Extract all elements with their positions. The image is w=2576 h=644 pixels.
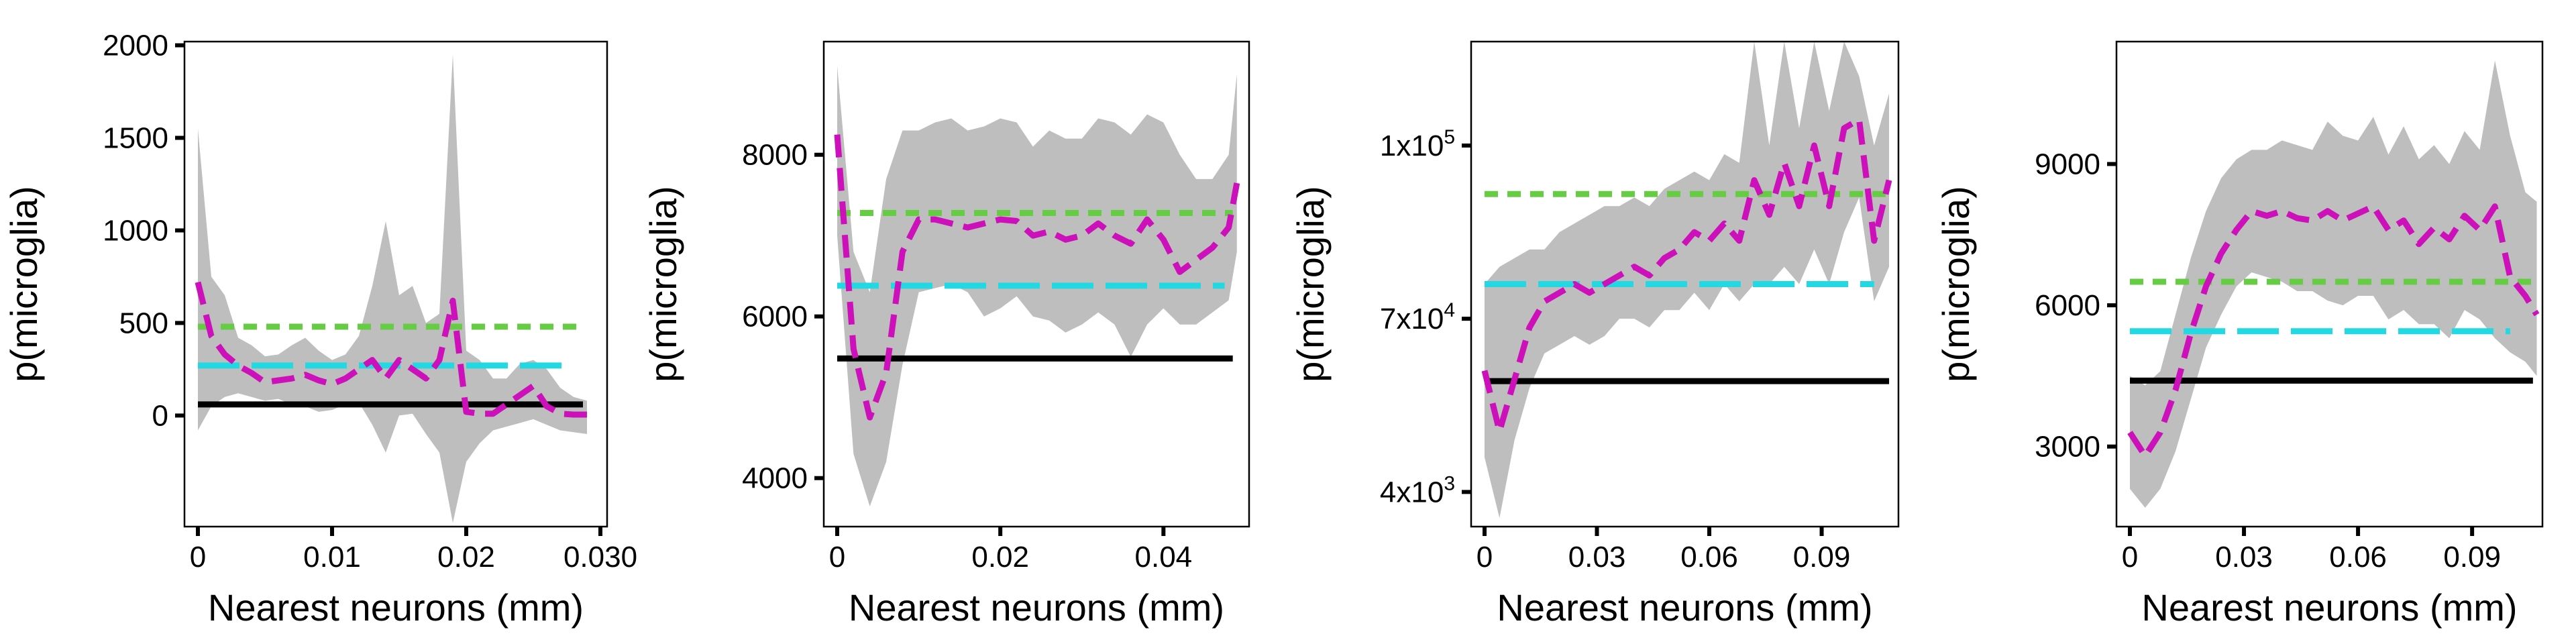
y-tick-label: 500 <box>119 307 168 339</box>
estimate-line <box>834 134 1240 421</box>
x-tick-label: 0 <box>1477 541 1493 574</box>
y-tick-label: 1500 <box>103 121 168 154</box>
x-tick-label: 0.06 <box>1680 541 1738 574</box>
x-tick-label: 0.09 <box>1793 541 1851 574</box>
estimate-line <box>195 281 587 418</box>
chart-panel-1: 0 500 1000 1500 2000 0 0.01 0.02 0.030 Nearest ne… <box>3 30 637 629</box>
y-tick-label: 4x103 <box>1380 472 1455 508</box>
x-tick-label: 0.03 <box>2215 541 2273 574</box>
plot-frame <box>1470 40 1900 528</box>
chart-panel-3: 4x103 7x104 1x105 0 0.03 0.06 0.09 Nearest neur… <box>1289 40 1900 629</box>
x-tick-label: 0.09 <box>2443 541 2501 574</box>
y-tick-label: 1x105 <box>1380 126 1455 162</box>
confidence-band <box>198 54 587 523</box>
y-tick-label: 3000 <box>2035 431 2100 464</box>
chart-panel-4: 3000 6000 9000 0 0.03 0.06 0.09 Nearest neurons… <box>1935 40 2544 629</box>
y-tick-label: 8000 <box>742 139 808 172</box>
x-axis-title: Nearest neurons (mm) <box>849 586 1224 629</box>
y-axis-title: p(microglia) <box>3 186 45 382</box>
y-tick-label: 2000 <box>103 30 168 62</box>
x-tick-label: 0.01 <box>303 541 361 574</box>
y-axis-title: p(microglia) <box>1935 186 1977 382</box>
confidence-band <box>1485 42 1889 519</box>
x-tick-label: 0.06 <box>2329 541 2387 574</box>
x-tick-label: 0 <box>190 541 206 574</box>
y-tick-label: 4000 <box>742 462 808 495</box>
y-tick-label: 1000 <box>103 214 168 247</box>
plot-frame <box>822 40 1250 528</box>
chart-panel-2: 4000 6000 8000 0 0.02 0.04 Nearest neurons (mm… <box>642 40 1250 629</box>
x-tick-label: 0 <box>829 541 845 574</box>
y-axis-title: p(microglia) <box>1289 186 1332 382</box>
y-tick-label: 0 <box>152 399 168 432</box>
x-tick-label: 0.03 <box>1568 541 1626 574</box>
confidence-band <box>2130 60 2537 508</box>
x-axis-title: Nearest neurons (mm) <box>1497 586 1872 629</box>
x-tick-label: 0.04 <box>1135 541 1193 574</box>
x-tick-label: 0.030 <box>564 541 637 574</box>
y-tick-label: 7x104 <box>1380 299 1455 335</box>
plot-frame <box>183 40 608 528</box>
estimate-line <box>2127 203 2540 460</box>
y-tick-label: 6000 <box>742 301 808 333</box>
x-tick-label: 0.02 <box>971 541 1029 574</box>
y-tick-label: 9000 <box>2035 148 2100 181</box>
x-tick-label: 0 <box>2122 541 2138 574</box>
x-axis-title: Nearest neurons (mm) <box>2141 586 2517 629</box>
y-tick-label: 6000 <box>2035 289 2100 322</box>
x-axis-title: Nearest neurons (mm) <box>208 586 584 629</box>
x-tick-label: 0.02 <box>437 541 495 574</box>
estimate-line <box>1481 116 1892 435</box>
y-axis-title: p(microglia) <box>642 186 684 382</box>
plot-frame <box>2115 40 2544 528</box>
